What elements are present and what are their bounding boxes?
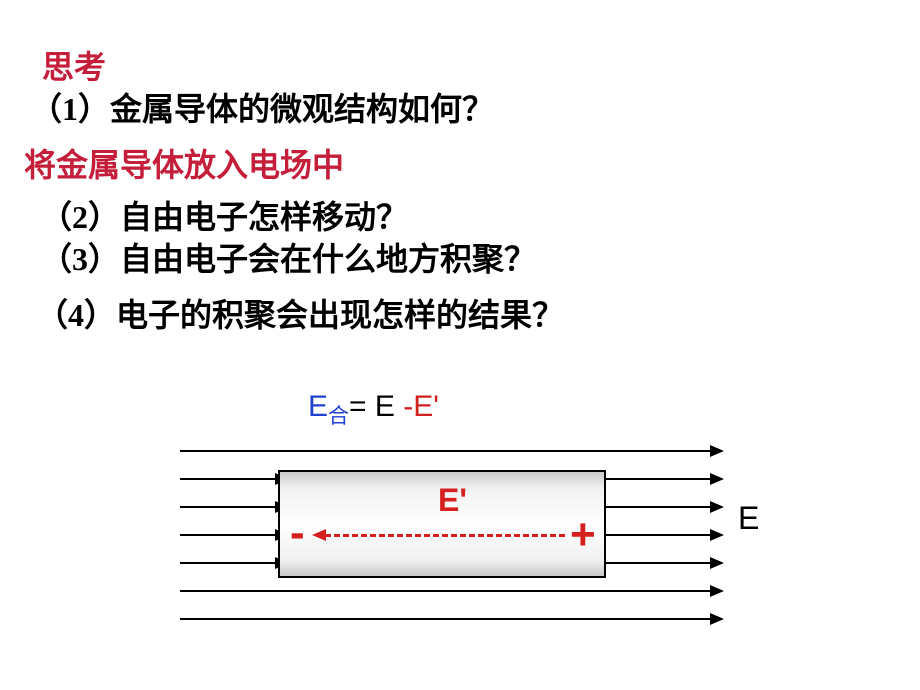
question-1: （1）金属导体的微观结构如何？	[30, 84, 494, 130]
field-line	[606, 478, 712, 480]
arrow-head-icon	[710, 445, 724, 457]
field-line	[180, 618, 712, 620]
field-line	[606, 534, 712, 536]
plus-sign: +	[570, 510, 596, 560]
field-line	[180, 506, 277, 508]
e-prime-label: E'	[438, 482, 467, 519]
formula-sub: 合	[328, 405, 349, 428]
arrow-head-icon	[710, 585, 724, 597]
field-line	[606, 562, 712, 564]
question-3: （3）自由电子会在什么地方积聚？	[40, 234, 536, 280]
field-line	[180, 590, 712, 592]
e-label: E	[738, 500, 759, 537]
field-line	[606, 506, 712, 508]
field-line	[180, 562, 277, 564]
arrow-head-icon	[710, 529, 724, 541]
diagram-container: E' - + E	[180, 440, 740, 635]
minus-sign: -	[290, 508, 305, 558]
e-prime-dashed-line	[325, 534, 565, 537]
formula-e: E	[308, 390, 328, 423]
formula-e-net: E合= E -E'	[308, 390, 439, 430]
field-line	[180, 534, 277, 536]
question-4: （4）电子的积聚会出现怎样的结果？	[36, 290, 564, 336]
formula-equals: = E	[349, 390, 403, 423]
formula-minus-eprime: -E'	[403, 390, 439, 423]
e-prime-arrow-icon	[312, 529, 326, 541]
field-line	[180, 450, 712, 452]
arrow-head-icon	[710, 557, 724, 569]
arrow-head-icon	[710, 501, 724, 513]
subheading: 将金属导体放入电场中	[24, 140, 344, 186]
arrow-head-icon	[710, 473, 724, 485]
arrow-head-icon	[710, 613, 724, 625]
field-line	[180, 478, 277, 480]
question-2: （2）自由电子怎样移动？	[40, 192, 408, 238]
heading-think: 思考	[42, 42, 106, 88]
